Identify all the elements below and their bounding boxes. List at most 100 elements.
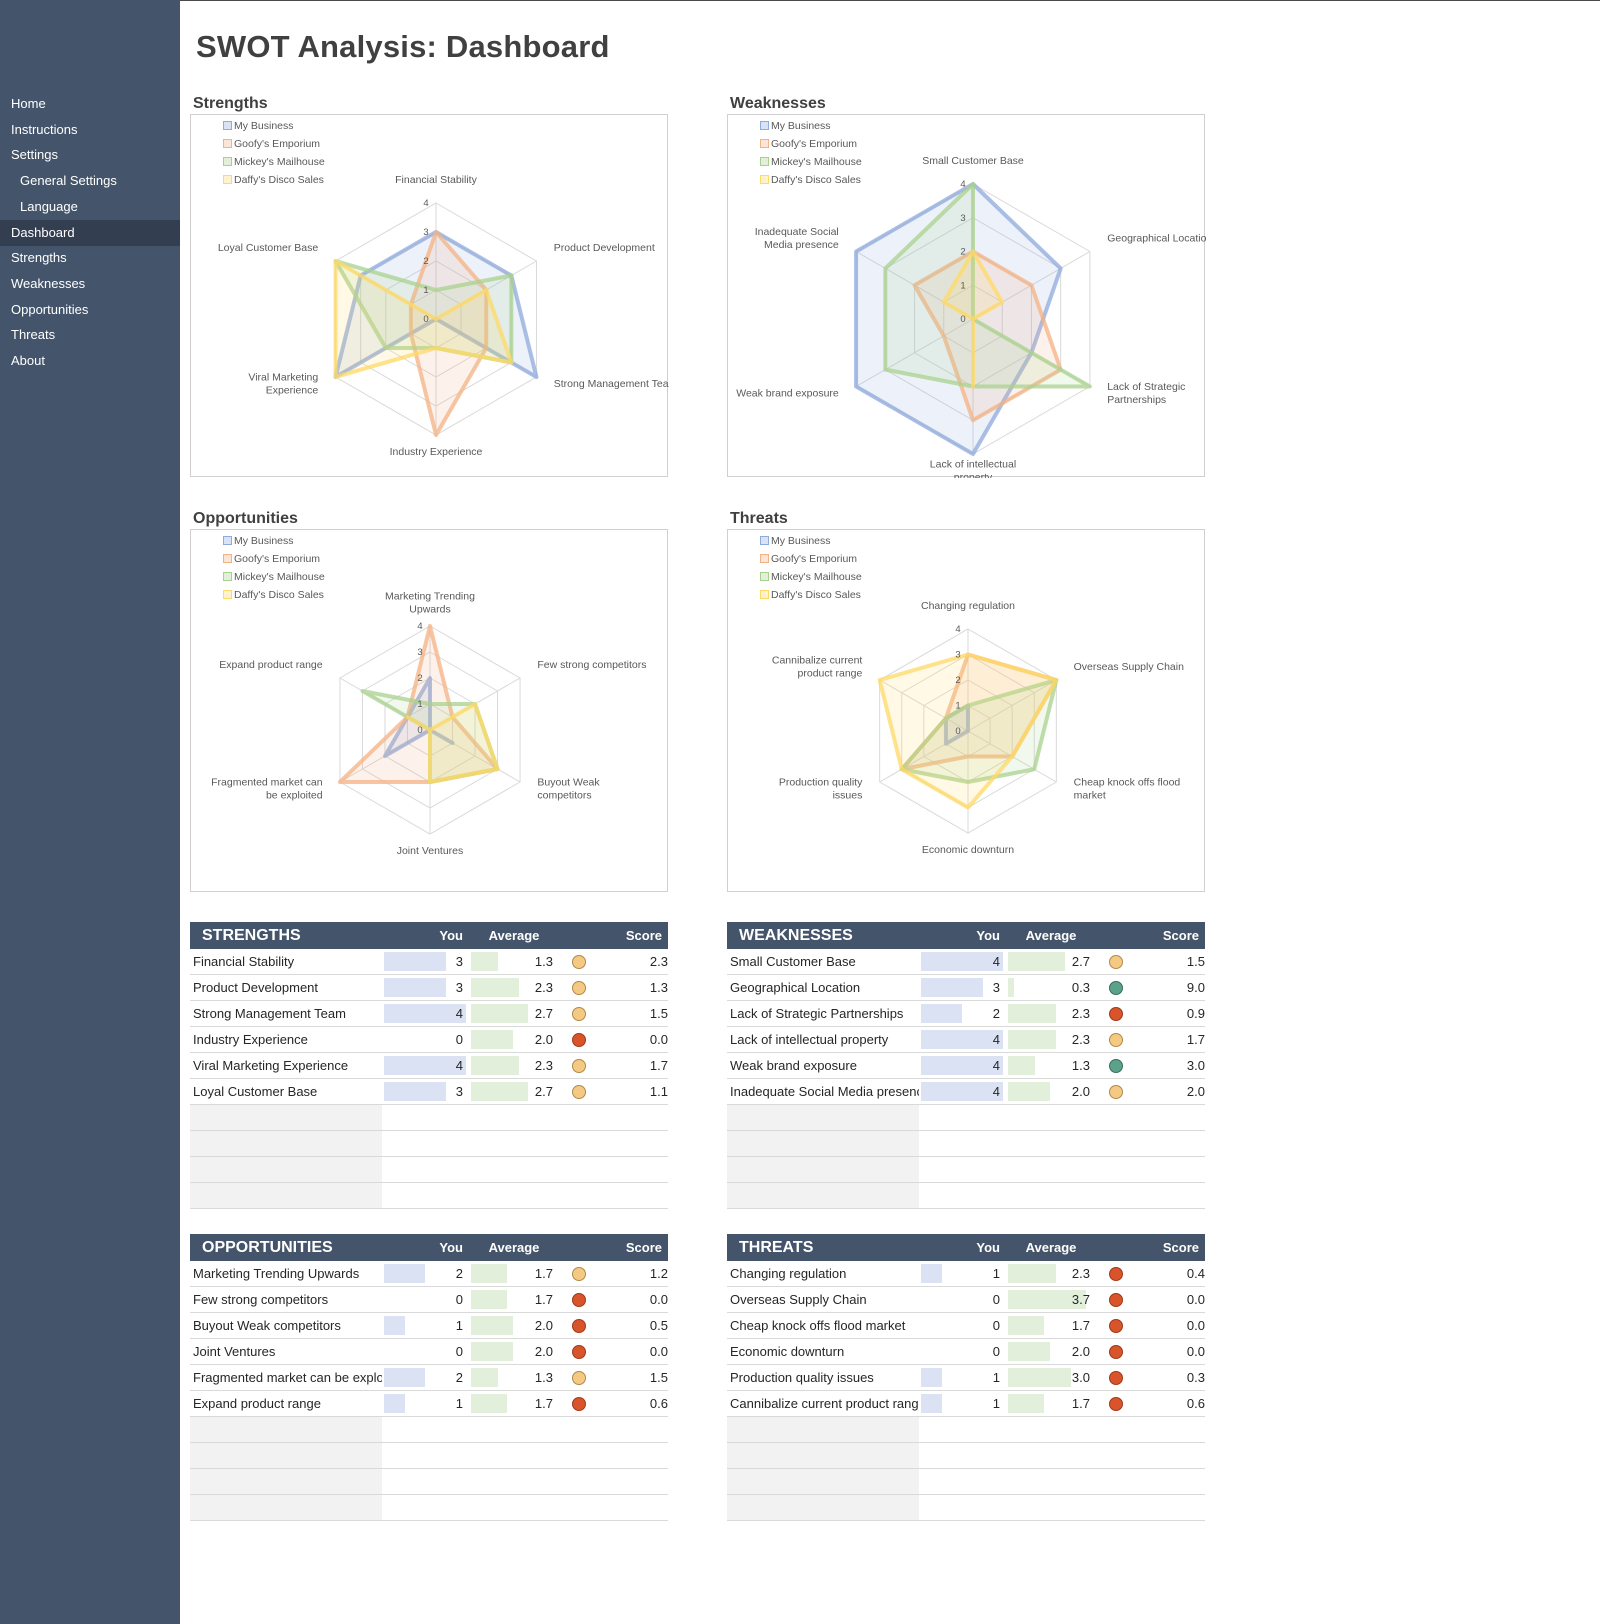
table-row[interactable]: Cannibalize current product range 1 1.7 0.6	[727, 1390, 1205, 1417]
average-cell: 2.0	[1006, 1338, 1096, 1365]
empty-row[interactable]	[190, 1442, 668, 1469]
you-cell: 3	[382, 1078, 469, 1105]
average-value: 2.3	[1071, 1032, 1090, 1047]
empty-row[interactable]	[727, 1182, 1205, 1209]
empty-row[interactable]	[727, 1104, 1205, 1131]
empty-row[interactable]	[190, 1416, 668, 1443]
legend-item-my-business[interactable]: My Business	[223, 117, 325, 135]
table-row[interactable]: Buyout Weak competitors 1 2.0 0.5	[190, 1312, 668, 1339]
table-row[interactable]: Product Development 3 2.3 1.3	[190, 974, 668, 1001]
table-row[interactable]: Industry Experience 0 2.0 0.0	[190, 1026, 668, 1053]
radar-series-goofy-s-emporium[interactable]	[912, 249, 1063, 423]
legend-item-goofy-s-emporium[interactable]: Goofy's Emporium	[760, 135, 862, 153]
sidebar-item-language[interactable]: Language	[20, 198, 78, 214]
legend-item-mickey-s-mailhouse[interactable]: Mickey's Mailhouse	[760, 153, 862, 171]
empty-row[interactable]	[727, 1156, 1205, 1183]
sidebar-item-instructions[interactable]: Instructions	[11, 121, 78, 137]
table-row[interactable]: Lack of Strategic Partnerships 2 2.3 0.9	[727, 1000, 1205, 1027]
table-row[interactable]: Cheap knock offs flood market 0 1.7 0.0	[727, 1312, 1205, 1339]
legend-swatch	[223, 175, 232, 184]
table-row[interactable]: Economic downturn 0 2.0 0.0	[727, 1338, 1205, 1365]
factor-name: Buyout Weak competitors	[190, 1312, 382, 1339]
sidebar-item-general-settings[interactable]: General Settings	[20, 173, 117, 189]
sidebar-item-settings[interactable]: Settings	[11, 147, 58, 163]
legend-item-daffy-s-disco-sales[interactable]: Daffy's Disco Sales	[223, 171, 325, 189]
you-value: 4	[992, 1032, 1000, 1047]
empty-row[interactable]	[727, 1468, 1205, 1495]
you-bar	[921, 1082, 1003, 1101]
empty-row[interactable]	[190, 1182, 668, 1209]
table-row[interactable]: Expand product range 1 1.7 0.6	[190, 1390, 668, 1417]
status-red-icon	[1109, 1319, 1123, 1334]
sidebar-item-strengths[interactable]: Strengths	[11, 250, 67, 266]
table-row[interactable]: Changing regulation 1 2.3 0.4	[727, 1261, 1205, 1287]
legend-item-my-business[interactable]: My Business	[760, 117, 862, 135]
table-row[interactable]: Fragmented market can be exploited 2 1.3 1.…	[190, 1364, 668, 1391]
table-row[interactable]: Small Customer Base 4 2.7 1.5	[727, 949, 1205, 975]
table-row[interactable]: Production quality issues 1 3.0 0.3	[727, 1364, 1205, 1391]
radar-series-daffy-s-disco-sales[interactable]	[941, 249, 1005, 389]
you-value: 1	[992, 1370, 1000, 1385]
radar-axis-label: Production quality issues	[779, 777, 863, 802]
average-cell: 1.7	[469, 1261, 559, 1287]
table-row[interactable]: Loyal Customer Base 3 2.7 1.1	[190, 1078, 668, 1105]
sidebar-item-home[interactable]: Home	[11, 96, 46, 111]
empty-row[interactable]	[190, 1156, 668, 1183]
radar-series-daffy-s-disco-sales[interactable]	[877, 652, 1059, 810]
radar-series-daffy-s-disco-sales[interactable]	[333, 259, 514, 379]
table-row[interactable]: Geographical Location 3 0.3 9.0	[727, 974, 1205, 1001]
legend-item-goofy-s-emporium[interactable]: Goofy's Emporium	[760, 550, 862, 568]
legend-item-daffy-s-disco-sales[interactable]: Daffy's Disco Sales	[760, 171, 862, 189]
sidebar-item-dashboard[interactable]: Dashboard	[0, 219, 180, 246]
legend-item-my-business[interactable]: My Business	[223, 532, 325, 550]
empty-row[interactable]	[727, 1494, 1205, 1521]
col-header-you: You	[919, 1234, 1006, 1261]
you-value: 0	[455, 1344, 463, 1359]
sidebar-item-opportunities[interactable]: Opportunities	[11, 301, 89, 317]
empty-row[interactable]	[190, 1494, 668, 1521]
empty-cell	[382, 1104, 668, 1131]
table-row[interactable]: Financial Stability 3 1.3 2.3	[190, 949, 668, 975]
sidebar-item-threats[interactable]: Threats	[11, 327, 56, 343]
sidebar-item-weaknesses[interactable]: Weaknesses	[11, 275, 86, 291]
legend-item-goofy-s-emporium[interactable]: Goofy's Emporium	[223, 135, 325, 153]
table-row[interactable]: Weak brand exposure 4 1.3 3.0	[727, 1052, 1205, 1079]
legend-item-goofy-s-emporium[interactable]: Goofy's Emporium	[223, 550, 325, 568]
legend-item-my-business[interactable]: My Business	[760, 532, 862, 550]
legend-item-daffy-s-disco-sales[interactable]: Daffy's Disco Sales	[760, 586, 862, 604]
legend-label: Daffy's Disco Sales	[234, 174, 324, 186]
you-bar	[384, 1394, 405, 1413]
table-row[interactable]: Few strong competitors 0 1.7 0.0	[190, 1286, 668, 1313]
table-row[interactable]: Lack of intellectual property 4 2.3 1.7	[727, 1026, 1205, 1053]
status-red-icon	[572, 1345, 586, 1360]
legend-item-daffy-s-disco-sales[interactable]: Daffy's Disco Sales	[223, 586, 325, 604]
table-row[interactable]: Inadequate Social Media presence 4 2.0 2.0	[727, 1078, 1205, 1105]
sidebar-item-about[interactable]: About	[11, 353, 45, 368]
radar-chart-strengths[interactable]: 0 1 2 3 4 Financial Stability Product Developm…	[190, 114, 669, 477]
table-row[interactable]: Strong Management Team 4 2.7 1.5	[190, 1000, 668, 1027]
chart-legend: My Business Goofy's Emporium Mickey's Mail…	[760, 117, 862, 189]
legend-item-mickey-s-mailhouse[interactable]: Mickey's Mailhouse	[223, 568, 325, 586]
radar-chart-weaknesses[interactable]: 0 1 2 3 4 Small Customer Base Geographical Loc…	[727, 114, 1206, 478]
table-row[interactable]: Viral Marketing Experience 4 2.3 1.7	[190, 1052, 668, 1079]
empty-row[interactable]	[190, 1104, 668, 1131]
radar-series-daffy-s-disco-sales[interactable]	[405, 702, 500, 784]
radar-chart-threats[interactable]: 0 1 2 3 4 Changing regulation Overseas Supply …	[727, 529, 1205, 892]
table-row[interactable]: Overseas Supply Chain 0 3.7 0.0	[727, 1286, 1205, 1313]
table-row[interactable]: Marketing Trending Upwards 2 1.7 1.2	[190, 1261, 668, 1287]
empty-row[interactable]	[190, 1468, 668, 1495]
you-cell: 0	[919, 1286, 1006, 1313]
radar-spoke	[855, 318, 974, 387]
you-value: 2	[455, 1266, 463, 1281]
average-cell: 1.7	[469, 1286, 559, 1313]
legend-swatch	[760, 554, 769, 563]
table-row[interactable]: Joint Ventures 0 2.0 0.0	[190, 1338, 668, 1365]
radar-chart-opportunities[interactable]: 0 1 2 3 4 Marketing Trending Upwards Few strong…	[190, 529, 668, 892]
legend-item-mickey-s-mailhouse[interactable]: Mickey's Mailhouse	[223, 153, 325, 171]
empty-row[interactable]	[727, 1442, 1205, 1469]
empty-row[interactable]	[190, 1130, 668, 1157]
empty-row[interactable]	[727, 1416, 1205, 1443]
empty-row[interactable]	[727, 1130, 1205, 1157]
legend-item-mickey-s-mailhouse[interactable]: Mickey's Mailhouse	[760, 568, 862, 586]
status-red-icon	[1109, 1007, 1123, 1022]
